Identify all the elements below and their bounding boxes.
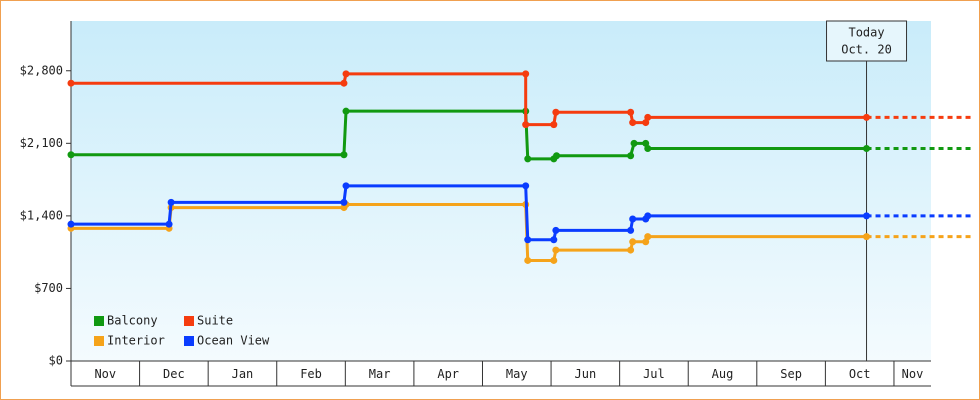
data-point bbox=[522, 182, 530, 190]
x-tick-label: Sep bbox=[780, 367, 802, 381]
data-point bbox=[863, 212, 871, 220]
plot-area bbox=[71, 21, 931, 361]
data-point bbox=[627, 152, 635, 160]
data-point bbox=[550, 236, 558, 244]
data-point bbox=[627, 108, 635, 116]
y-tick-label: $700 bbox=[34, 281, 63, 295]
data-point bbox=[644, 145, 652, 152]
legend-label: Interior bbox=[107, 334, 165, 348]
legend-swatch bbox=[184, 316, 194, 326]
x-tick-label: Dec bbox=[163, 367, 185, 381]
y-tick-label: $2,100 bbox=[20, 136, 63, 150]
x-tick-label: Jan bbox=[232, 367, 254, 381]
legend-label: Ocean View bbox=[197, 334, 270, 348]
data-point bbox=[522, 121, 530, 129]
data-point bbox=[863, 145, 871, 152]
data-point bbox=[342, 70, 350, 78]
x-tick-label: Mar bbox=[369, 367, 391, 381]
y-tick-label: $2,800 bbox=[20, 63, 63, 77]
data-point bbox=[644, 113, 652, 121]
legend-swatch bbox=[184, 336, 194, 346]
today-box bbox=[826, 20, 908, 62]
data-point bbox=[644, 212, 652, 220]
data-point bbox=[67, 79, 75, 87]
today-label: Oct. 20 bbox=[841, 43, 892, 57]
legend-swatch bbox=[94, 336, 104, 346]
data-point bbox=[553, 152, 561, 160]
data-point bbox=[67, 151, 75, 159]
data-point bbox=[644, 233, 652, 241]
data-point bbox=[340, 79, 348, 87]
data-point bbox=[342, 182, 350, 190]
x-tick-label: Oct bbox=[849, 367, 871, 381]
legend-swatch bbox=[94, 316, 104, 326]
data-point bbox=[863, 113, 871, 121]
x-tick-label: Apr bbox=[437, 367, 459, 381]
data-point bbox=[524, 155, 532, 163]
x-tick-label: Aug bbox=[712, 367, 734, 381]
data-point bbox=[522, 70, 530, 78]
today-label: Today bbox=[848, 26, 884, 40]
x-tick-label: Nov bbox=[94, 367, 116, 381]
data-point bbox=[630, 139, 638, 147]
y-tick-label: $0 bbox=[49, 354, 63, 368]
x-tick-label: Jun bbox=[575, 367, 597, 381]
data-point bbox=[167, 198, 175, 206]
x-tick-label: Nov bbox=[902, 367, 924, 381]
data-point bbox=[550, 256, 558, 264]
data-point bbox=[552, 108, 560, 116]
data-point bbox=[67, 220, 75, 228]
data-point bbox=[340, 198, 348, 206]
data-point bbox=[550, 121, 558, 129]
data-point bbox=[629, 215, 637, 223]
x-tick-label: May bbox=[506, 367, 528, 381]
data-point bbox=[629, 238, 637, 246]
data-point bbox=[552, 246, 560, 254]
data-point bbox=[627, 226, 635, 234]
data-point bbox=[342, 107, 350, 115]
x-tick-label: Feb bbox=[300, 367, 322, 381]
legend-label: Balcony bbox=[107, 314, 158, 328]
data-point bbox=[340, 151, 348, 159]
data-point bbox=[524, 256, 532, 264]
data-point bbox=[524, 236, 532, 244]
data-point bbox=[165, 220, 173, 228]
legend-label: Suite bbox=[197, 314, 233, 328]
data-point bbox=[552, 226, 560, 234]
data-point bbox=[627, 246, 635, 254]
data-point bbox=[629, 119, 637, 127]
y-tick-label: $1,400 bbox=[20, 208, 63, 222]
x-tick-label: Jul bbox=[643, 367, 665, 381]
data-point bbox=[863, 233, 871, 241]
